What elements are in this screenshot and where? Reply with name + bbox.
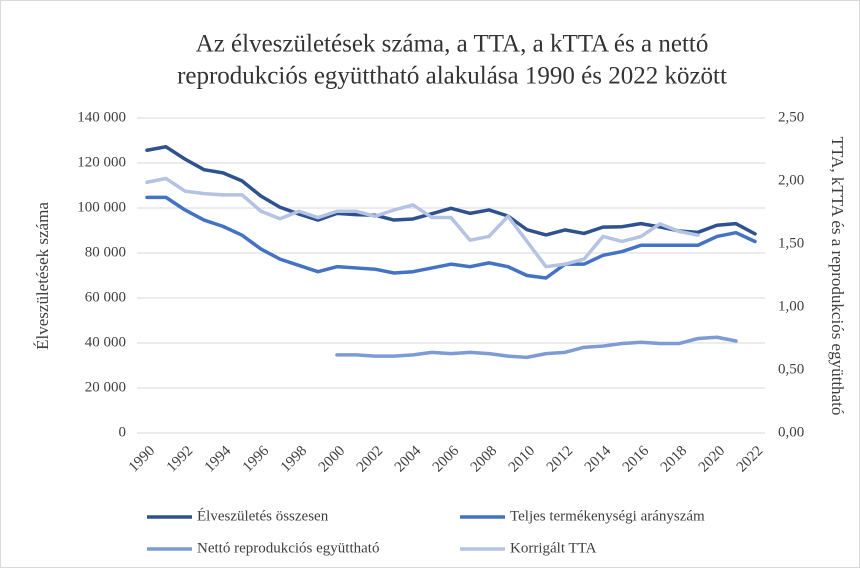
y-tick-label: 60 000 xyxy=(85,289,126,305)
y2-tick-label: 2,00 xyxy=(778,172,804,188)
series-line xyxy=(145,195,757,280)
legend-label: Nettó reprodukciós együttható xyxy=(197,540,379,556)
y-tick-label: 100 000 xyxy=(77,199,126,215)
y2-tick-label: 1,50 xyxy=(778,235,804,251)
y-tick-label: 0 xyxy=(119,424,127,440)
y2-tick-label: 0,00 xyxy=(778,424,804,440)
series-line xyxy=(145,176,700,269)
legend-label: Teljes termékenységi arányszám xyxy=(510,508,705,524)
y-tick-label: 40 000 xyxy=(85,334,126,350)
y-tick-label: 80 000 xyxy=(85,244,126,260)
chart-title: Az élveszületések száma, a TTA, a kTTA é… xyxy=(196,31,709,58)
y-tick-label: 20 000 xyxy=(85,379,126,395)
y2-axis-label: TTA, kTTA és a reprodukciós együttható xyxy=(828,137,847,416)
chart-title: reprodukciós együttható alakulása 1990 é… xyxy=(177,63,727,90)
legend-label: Korrigált TTA xyxy=(510,540,597,556)
series-line xyxy=(335,335,738,360)
series-line xyxy=(145,145,757,237)
y2-tick-label: 2,50 xyxy=(778,109,804,125)
y-axis-label: Élveszületések száma xyxy=(33,202,52,350)
y-tick-label: 140 000 xyxy=(77,109,126,125)
y-tick-label: 120 000 xyxy=(77,154,126,170)
y2-tick-label: 1,00 xyxy=(778,298,804,314)
legend-label: Élveszületés összesen xyxy=(197,507,329,524)
y2-tick-label: 0,50 xyxy=(778,361,804,377)
